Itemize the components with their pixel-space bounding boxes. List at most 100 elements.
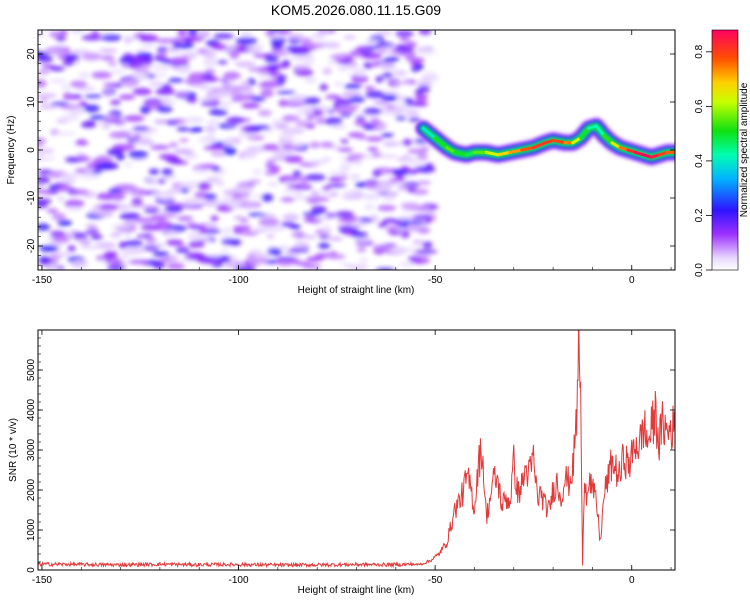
noise-blob — [287, 33, 305, 39]
noise-blob — [404, 220, 425, 225]
noise-blob — [38, 203, 48, 208]
noise-blob — [79, 174, 101, 180]
noise-blob — [91, 71, 113, 79]
noise-blob — [190, 126, 204, 132]
noise-blob — [246, 145, 266, 153]
noise-blob — [272, 31, 282, 39]
noise-blob — [175, 247, 190, 254]
noise-blob — [45, 51, 65, 55]
noise-blob — [318, 242, 331, 249]
noise-blob — [159, 258, 171, 263]
noise-blob — [207, 119, 221, 124]
noise-blob — [118, 94, 136, 100]
noise-blob — [302, 212, 322, 217]
noise-blob — [123, 221, 138, 225]
noise-blob — [304, 57, 315, 65]
noise-blob — [404, 51, 416, 60]
noise-blob — [140, 106, 151, 114]
noise-blob — [235, 61, 256, 68]
noise-blob — [247, 179, 262, 185]
noise-blob — [381, 133, 394, 138]
noise-blob — [210, 43, 228, 50]
noise-blob — [264, 80, 279, 87]
noise-blob — [264, 225, 285, 232]
x-tick-label: -100 — [229, 275, 249, 286]
noise-blob — [149, 144, 170, 150]
noise-blob — [56, 195, 66, 203]
noise-blob — [198, 136, 219, 144]
noise-blob — [52, 236, 70, 244]
noise-blob — [100, 55, 115, 61]
noise-blob — [99, 48, 118, 53]
noise-blob — [356, 246, 367, 253]
noise-blob — [38, 198, 52, 205]
noise-blob — [121, 79, 139, 88]
noise-blob — [267, 247, 283, 256]
noise-blob — [324, 117, 343, 126]
noise-blob — [257, 109, 272, 117]
noise-blob — [414, 89, 424, 95]
noise-blob — [207, 92, 223, 97]
noise-blob — [279, 244, 289, 250]
noise-blob — [260, 89, 274, 98]
spectrogram-y-axis: -20 -10 0 10 20 — [26, 34, 675, 266]
noise-blob — [324, 42, 341, 49]
noise-blob — [210, 215, 219, 222]
noise-blob — [241, 103, 259, 109]
noise-blob — [364, 86, 375, 91]
noise-blob — [159, 192, 174, 200]
noise-blob — [242, 152, 258, 159]
noise-blob — [128, 203, 148, 209]
noise-blob — [119, 212, 141, 221]
noise-blob — [38, 156, 49, 162]
noise-blob — [405, 41, 417, 48]
noise-blob — [89, 207, 100, 215]
noise-blob — [101, 34, 122, 42]
noise-blob — [278, 99, 289, 107]
noise-blob — [325, 183, 347, 188]
noise-blob — [38, 183, 45, 189]
noise-blob — [167, 77, 184, 83]
noise-blob — [361, 193, 381, 199]
y-tick-label: 0 — [26, 147, 37, 153]
noise-blob — [418, 30, 432, 35]
noise-blob — [39, 245, 59, 252]
noise-blob — [184, 252, 206, 261]
noise-blob — [158, 153, 178, 160]
y-tick-label: 3000 — [26, 438, 37, 461]
noise-blob — [351, 231, 369, 238]
noise-blob — [215, 257, 231, 263]
noise-blob — [327, 170, 348, 175]
noise-blob — [395, 115, 407, 121]
noise-blob — [232, 225, 252, 232]
noise-blob — [80, 121, 97, 128]
noise-blob — [296, 70, 314, 77]
noise-blob — [343, 35, 356, 40]
noise-blob — [184, 78, 204, 85]
noise-blob — [328, 236, 343, 241]
noise-blob — [156, 105, 173, 113]
noise-blob — [302, 235, 317, 239]
snr-point — [494, 477, 495, 478]
noise-blob — [155, 220, 173, 229]
noise-blob — [294, 192, 304, 201]
noise-blob — [293, 241, 310, 250]
noise-blob — [388, 230, 402, 236]
colorbar-frame — [711, 29, 739, 271]
noise-blob — [182, 36, 205, 42]
noise-blob — [230, 96, 244, 102]
snr-point — [529, 473, 530, 474]
noise-blob — [222, 228, 232, 233]
noise-blob — [356, 70, 366, 78]
noise-blob — [408, 107, 418, 114]
noise-blob — [85, 228, 100, 235]
noise-blob — [286, 184, 305, 189]
noise-blob — [246, 44, 264, 51]
noise-blob — [284, 155, 304, 163]
noise-blob — [55, 35, 66, 42]
snr-panel: -150 -100 -50 0 0 1000 2000 3000 4000 5000 Heigh… — [8, 329, 676, 596]
noise-blob — [46, 208, 59, 213]
noise-blob — [389, 107, 405, 114]
noise-blob — [350, 220, 368, 228]
noise-blob — [165, 239, 184, 246]
